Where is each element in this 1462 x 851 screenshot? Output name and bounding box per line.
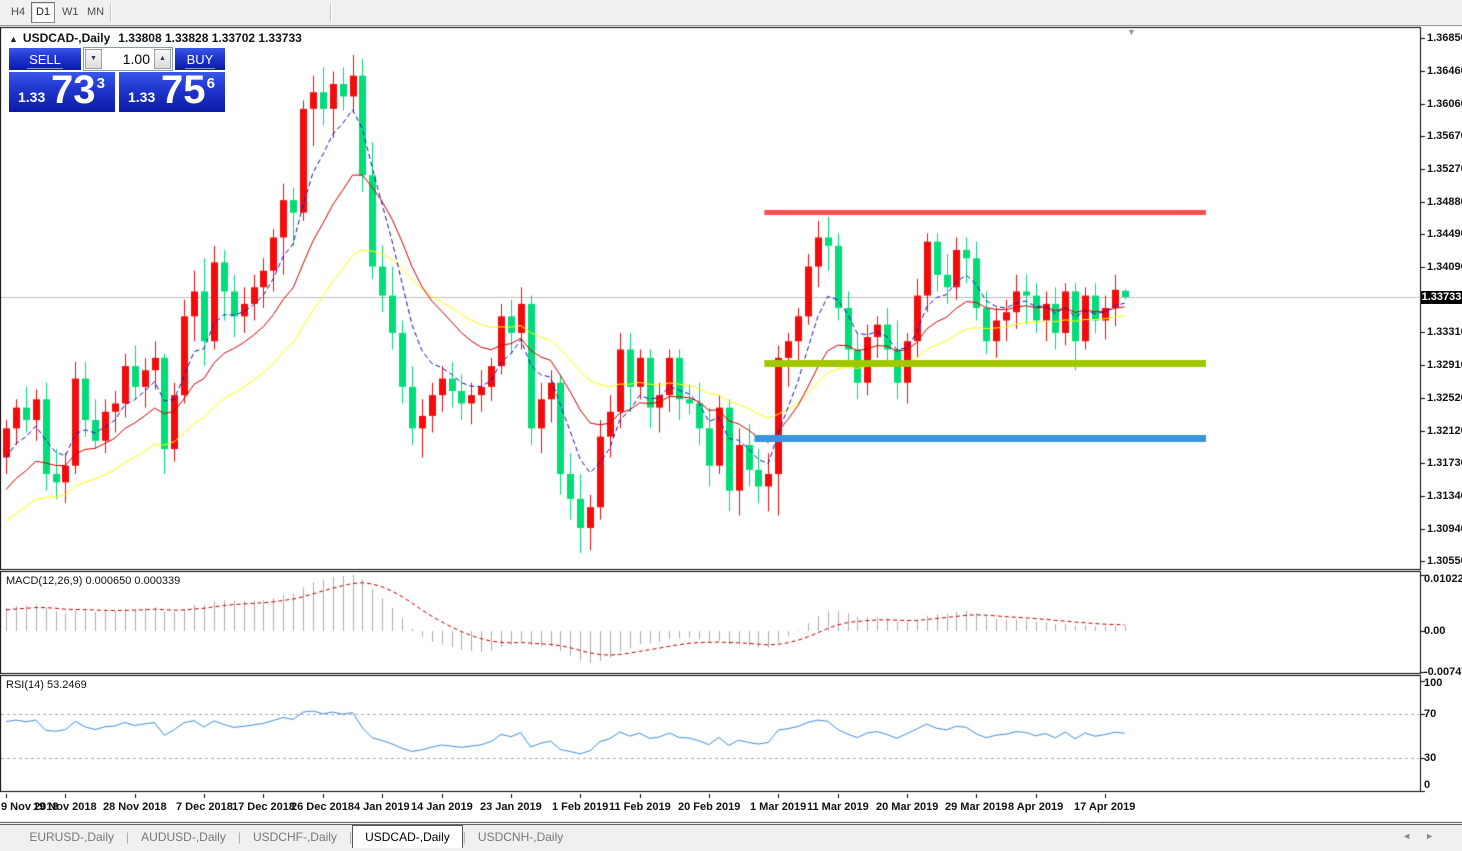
date-axis-label: 29 Mar 2019: [945, 801, 1008, 813]
volume-box: ▼ 1.00 ▲: [83, 47, 173, 71]
date-axis-label: 17 Apr 2019: [1074, 801, 1136, 813]
symbol-tab-audusd[interactable]: AUDUSD-,Daily: [141, 830, 226, 844]
price-axis-label: 1.34090: [1427, 261, 1462, 273]
date-axis-label: 11 Feb 2019: [609, 801, 671, 813]
date-axis-label: 19 Nov 2018: [33, 801, 97, 813]
toolbar-separator: [110, 3, 112, 22]
price-axis-label: 1.34490: [1427, 228, 1462, 240]
timeframe-toolbar: H4 D1 W1 MN: [0, 0, 1462, 26]
macd-axis-label: 0.010229: [1424, 573, 1462, 585]
price-axis-label: 1.32910: [1427, 359, 1462, 371]
price-axis-label: 1.36850: [1427, 32, 1462, 44]
date-axis-label: 26 Dec 2018: [291, 801, 354, 813]
tab-scroll-left-icon[interactable]: ◄: [1402, 831, 1426, 841]
rsi-axis-label: 30: [1424, 752, 1437, 764]
symbol-tab-eurusd[interactable]: EURUSD-,Daily: [29, 830, 115, 844]
rsi-axis-label: 70: [1424, 708, 1437, 720]
sell-price-pip: 3: [96, 75, 105, 92]
symbol-tab-usdcad[interactable]: USDCAD-,Daily: [352, 825, 463, 848]
buy-price-prefix: 1.33: [128, 89, 156, 105]
date-axis-label: 23 Jan 2019: [480, 801, 542, 813]
sell-price-panel[interactable]: 1.33 73 3: [9, 68, 115, 112]
date-axis-label: 14 Jan 2019: [411, 801, 473, 813]
chart-surface[interactable]: [0, 0, 1462, 823]
price-axis-label: 1.32520: [1427, 392, 1462, 404]
rsi-axis-label: 0: [1424, 779, 1431, 791]
volume-decrement-button[interactable]: ▼: [85, 49, 102, 69]
price-axis-label: 1.36460: [1427, 65, 1462, 77]
date-axis-label: 1 Mar 2019: [750, 801, 807, 813]
toolbar-separator: [330, 3, 332, 22]
price-axis-label: 1.34880: [1427, 196, 1462, 208]
date-axis-label: 28 Nov 2018: [103, 801, 167, 813]
date-axis-label: 17 Dec 2018: [232, 801, 295, 813]
price-axis-label: 1.31340: [1427, 490, 1462, 502]
date-axis-label: 7 Dec 2018: [176, 801, 233, 813]
sell-price-digits: 73: [51, 68, 96, 112]
date-axis-label: 9 Nov 2018: [1, 801, 59, 813]
timeframe-button-d1[interactable]: D1: [31, 2, 56, 23]
price-axis-label: 1.36060: [1427, 98, 1462, 110]
macd-axis-label: -0.007477: [1424, 666, 1462, 678]
tab-scroll-arrows[interactable]: ◄►: [1402, 831, 1448, 841]
tab-separator: |: [348, 830, 353, 844]
date-axis-label: 20 Feb 2019: [678, 801, 741, 813]
price-axis-label: 1.33310: [1427, 326, 1462, 338]
volume-increment-button[interactable]: ▲: [154, 49, 171, 69]
date-axis-label: 20 Mar 2019: [876, 801, 939, 813]
date-axis-label: 1 Feb 2019: [552, 801, 609, 813]
price-axis-label: 1.30940: [1427, 523, 1462, 535]
one-click-collapse-icon[interactable]: ▲: [9, 34, 18, 44]
chart-header: ▲ USDCAD-,Daily 1.33808 1.33828 1.33702 1.…: [9, 31, 302, 45]
one-click-trading-widget: SELL ▼ 1.00 ▲ BUY 1.33 73 3 1.33 75 6: [7, 46, 227, 112]
buy-price-panel[interactable]: 1.33 75 6: [119, 68, 225, 112]
sell-price-prefix: 1.33: [18, 89, 46, 105]
current-price-tag: 1.33733: [1421, 291, 1462, 304]
price-axis-label: 1.31730: [1427, 457, 1462, 469]
tab-scroll-right-icon[interactable]: ►: [1425, 831, 1448, 841]
symbol-tab-usdchf[interactable]: USDCHF-,Daily: [252, 830, 337, 844]
price-axis-label: 1.35670: [1427, 130, 1462, 142]
chart-symbol-title: USDCAD-,Daily: [22, 31, 111, 45]
symbol-tab-bar: EURUSD-,Daily | AUDUSD-,Daily | USDCHF-,Dail…: [0, 824, 1462, 851]
buy-button[interactable]: BUY: [175, 48, 225, 70]
timeframe-button-mn[interactable]: MN: [87, 6, 105, 18]
date-axis-label: 4 Jan 2019: [354, 801, 410, 813]
date-axis-label: 8 Apr 2019: [1008, 801, 1064, 813]
macd-label: MACD(12,26,9) 0.000650 0.000339: [6, 575, 181, 587]
price-axis-label: 1.32120: [1427, 425, 1462, 437]
tab-separator: |: [126, 830, 130, 844]
chart-shift-marker-icon[interactable]: ▼: [1127, 27, 1136, 37]
price-axis-label: 1.35270: [1427, 163, 1462, 175]
timeframe-button-h4[interactable]: H4: [11, 6, 26, 18]
buy-price-digits: 75: [161, 68, 206, 112]
chart-quote-ohlc: 1.33808 1.33828 1.33702 1.33733: [118, 31, 302, 45]
symbol-tab-usdcnh[interactable]: USDCNH-,Daily: [477, 830, 564, 844]
volume-input[interactable]: 1.00: [122, 51, 150, 67]
rsi-axis-label: 100: [1424, 677, 1443, 689]
tab-separator: |: [237, 830, 241, 844]
sell-button[interactable]: SELL: [9, 48, 81, 70]
macd-axis-label: 0.00: [1424, 625, 1446, 637]
date-axis-label: 11 Mar 2019: [807, 801, 869, 813]
tab-separator: |: [462, 830, 466, 844]
timeframe-button-w1[interactable]: W1: [62, 6, 79, 18]
rsi-label: RSI(14) 53.2469: [6, 679, 87, 691]
buy-price-pip: 6: [206, 75, 215, 92]
